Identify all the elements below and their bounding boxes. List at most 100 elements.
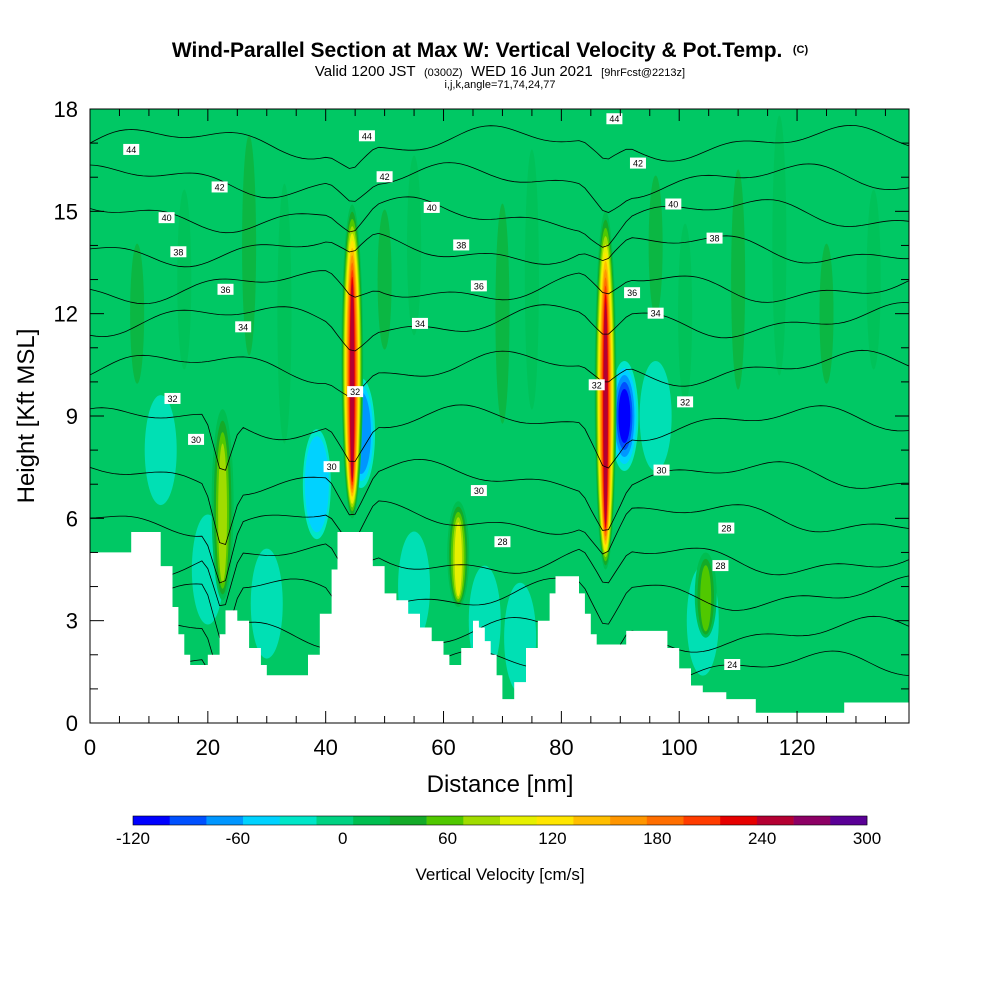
contour-label-box — [718, 522, 735, 534]
contour-label: 40 — [162, 213, 172, 223]
contour-label: 36 — [627, 288, 637, 298]
y-tick-label: 18 — [54, 97, 78, 122]
contour-label-box — [188, 433, 205, 445]
contour-label: 28 — [721, 524, 731, 534]
updraft-core — [350, 284, 355, 479]
contour-label: 36 — [474, 281, 484, 291]
contour-label-box — [712, 560, 729, 572]
valid-zone: (0300Z) — [424, 67, 463, 79]
colorbar: -120 -60 0 60 120 180 240 300 — [116, 815, 881, 848]
colorbar-swatch — [206, 816, 244, 825]
contour-label: 38 — [456, 240, 466, 250]
theta-contour-line — [90, 500, 909, 584]
colorbar-swatch — [573, 816, 611, 825]
texture-stripe — [495, 203, 510, 424]
contour-label: 32 — [680, 397, 690, 407]
colorbar-swatch — [646, 816, 684, 825]
weak-downdraft-area — [639, 361, 672, 471]
updraft-core — [603, 302, 608, 525]
weak-downdraft-area — [144, 395, 177, 506]
colorbar-tick-label: 300 — [853, 829, 881, 848]
contour-label-box — [588, 379, 605, 391]
downdraft-core — [620, 396, 629, 436]
theta-contour-line — [90, 232, 909, 268]
contour-label: 44 — [126, 145, 136, 155]
y-tick-label: 12 — [54, 302, 78, 327]
x-axis: 0 20 40 60 80 100 120 — [84, 109, 886, 760]
x-tick-label: 120 — [779, 735, 816, 760]
y-tick-label: 6 — [66, 506, 78, 531]
contour-label-box — [358, 130, 375, 142]
colorbar-tick-label: -120 — [116, 829, 150, 848]
contour-label-box — [158, 212, 175, 224]
texture-stripe — [772, 115, 787, 376]
contour-label-box — [724, 659, 741, 671]
colorbar-label: Vertical Velocity [cm/s] — [415, 865, 584, 884]
texture-stripe — [524, 149, 539, 410]
contour-label-box — [376, 171, 393, 183]
texture-stripe — [177, 189, 192, 370]
contour-label-box — [653, 464, 670, 476]
contour-label: 32 — [592, 380, 602, 390]
y-tick-label: 0 — [66, 711, 78, 736]
colorbar-tick-label: 60 — [438, 829, 457, 848]
contour-label: 42 — [215, 182, 225, 192]
updraft-core — [454, 522, 462, 597]
contour-label: 44 — [362, 131, 372, 141]
contour-label: 42 — [633, 159, 643, 169]
colorbar-swatch — [169, 816, 207, 825]
contour-label-box — [123, 143, 140, 155]
contour-label: 40 — [427, 203, 437, 213]
colorbar-swatch — [463, 816, 501, 825]
texture-stripe — [678, 223, 693, 404]
colorbar-frame — [132, 815, 868, 826]
terrain-mask — [90, 532, 909, 723]
colorbar-swatch — [316, 816, 354, 825]
texture-stripe — [866, 189, 881, 370]
contour-label-box — [164, 392, 181, 404]
theta-contour-line — [90, 196, 909, 248]
valid-time-line: Valid 1200 JST (0300Z) WED 16 Jun 2021 [… — [315, 63, 685, 80]
theta-contour-line — [90, 543, 909, 607]
contour-label: 38 — [710, 234, 720, 244]
colorbar-swatch — [243, 816, 281, 825]
contour-label-box — [706, 232, 723, 244]
colorbar-swatch — [683, 816, 721, 825]
contour-label-box — [494, 536, 511, 548]
y-tick-label: 9 — [66, 404, 78, 429]
chart-title-group: Wind-Parallel Section at Max W: Vertical… — [172, 39, 809, 62]
updraft-core — [218, 443, 227, 584]
contour-label: 34 — [651, 309, 661, 319]
contour-label: 30 — [191, 435, 201, 445]
x-tick-label: 80 — [549, 735, 573, 760]
contour-label-box — [665, 198, 682, 210]
texture-stripe — [277, 183, 292, 444]
contour-label-box — [624, 287, 641, 299]
x-tick-label: 0 — [84, 735, 96, 760]
colorbar-swatch — [500, 816, 537, 825]
texture-stripe — [648, 175, 663, 316]
contour-label-box — [677, 396, 694, 408]
colorbar-tick-label: 240 — [748, 829, 776, 848]
texture-stripe — [377, 209, 392, 350]
contour-label-box — [411, 317, 428, 329]
contour-label-box — [470, 280, 487, 292]
x-tick-label: 60 — [431, 735, 455, 760]
texture-stripe — [407, 155, 422, 336]
contour-label: 32 — [350, 387, 360, 397]
contour-label-box — [170, 246, 187, 258]
contour-label: 28 — [715, 561, 725, 571]
y-axis-label: Height [Kft MSL] — [13, 329, 40, 504]
contour-label: 30 — [327, 462, 337, 472]
theta-contour-line — [90, 302, 909, 352]
contour-label: 44 — [609, 114, 619, 124]
contour-label-box — [470, 485, 487, 497]
x-axis-label: Distance [nm] — [427, 771, 574, 798]
contour-label-box — [235, 321, 252, 333]
contour-labels: 44 44 44 42 42 42 40 40 40 38 38 38 36 36 36 34 34 34 32 32… — [123, 113, 741, 671]
contour-label: 34 — [238, 322, 248, 332]
forecast-label: [9hrFcst@2213z] — [601, 67, 685, 79]
